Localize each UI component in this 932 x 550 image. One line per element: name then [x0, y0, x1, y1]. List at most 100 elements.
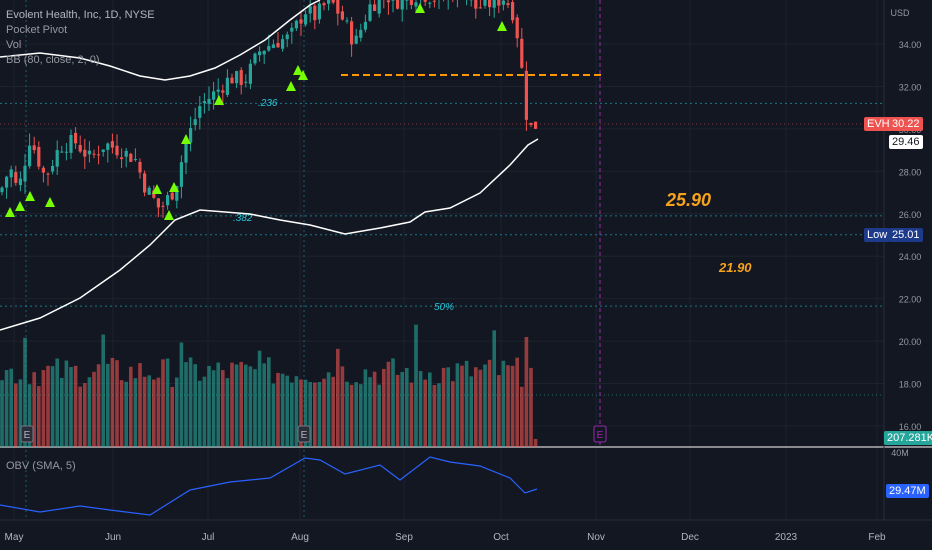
x-axis-tick-label: Aug [291, 532, 309, 543]
volume-bar [336, 348, 340, 447]
candle-body [147, 187, 151, 195]
candle-body [308, 6, 312, 14]
volume-bar [294, 376, 299, 447]
volume-bar [211, 370, 216, 447]
obv-legend: OBV (SMA, 5) [6, 460, 76, 472]
candle-body [69, 135, 73, 153]
candle-body [317, 3, 321, 20]
volume-bar [129, 366, 133, 447]
candle-body [179, 162, 183, 187]
candle-body [474, 0, 478, 9]
candle-body [225, 77, 229, 95]
volume-bar [179, 342, 184, 447]
y-axis-tick-label: 28.00 [899, 167, 922, 177]
pocket-pivot-marker [298, 70, 308, 80]
candle-body [423, 0, 427, 2]
volume-bar [533, 439, 538, 447]
candle-body [106, 143, 110, 150]
candle-body [170, 192, 174, 200]
volume-bar [363, 369, 368, 447]
volume-bar [483, 364, 487, 447]
target-2-label: 21.90 [719, 260, 752, 275]
volume-bar [460, 365, 464, 447]
candle-body [184, 142, 188, 163]
candle-body [110, 141, 114, 148]
volume-bar [464, 360, 469, 447]
earnings-marker-label: E [301, 430, 308, 441]
candle-body [46, 173, 50, 175]
x-axis-tick-label: Jun [105, 532, 121, 543]
pocket-pivot-marker [5, 207, 15, 217]
x-axis-tick-label: Sep [395, 532, 413, 543]
candle-body [230, 77, 234, 84]
volume-label: Vol [6, 39, 22, 51]
candle-body [267, 46, 271, 51]
candle-body [55, 150, 59, 167]
candle-body [354, 35, 358, 44]
earnings-marker [297, 425, 311, 443]
y-axis-tick-label: 20.00 [899, 337, 922, 347]
pocket-pivot-marker [15, 201, 25, 211]
volume-bar [487, 359, 492, 447]
volume-bar [469, 376, 473, 447]
volume-bar [400, 371, 404, 447]
volume-bar [184, 362, 188, 447]
earnings-marker [20, 425, 34, 443]
volume-bar [50, 366, 55, 447]
x-axis-tick-label: Dec [681, 532, 699, 543]
upcoming-earnings-label: E [597, 430, 604, 441]
pocket-pivot-marker [181, 134, 191, 144]
volume-bar [340, 366, 345, 447]
candle-body [101, 149, 105, 153]
chart-legend: Evolent Health, Inc, 1D, NYSE Pocket Piv… [6, 8, 155, 68]
candle-body [156, 198, 160, 208]
pocket-pivot-marker [214, 95, 224, 105]
volume-bar [331, 376, 335, 447]
x-axis-tick-label: Nov [587, 532, 605, 543]
earnings-marker-label: E [24, 430, 31, 441]
candle-body [5, 176, 9, 188]
pocket-pivot-marker [164, 210, 174, 220]
volume-tag: 207.281K [884, 431, 932, 445]
candle-body [78, 145, 82, 152]
volume-bar [78, 386, 82, 447]
candle-body [299, 19, 303, 24]
candle-body [23, 165, 27, 182]
volume-bar [391, 358, 395, 447]
volume-bar [92, 371, 96, 447]
candle-body [386, 0, 390, 3]
candle-body [193, 119, 197, 126]
volume-bar [202, 376, 207, 447]
volume-bar [267, 357, 271, 447]
candle-body [74, 132, 78, 144]
volume-bar [299, 379, 303, 447]
volume-bar [9, 368, 13, 447]
candle-body [336, 0, 340, 14]
volume-bar [60, 377, 64, 447]
candle-body [492, 0, 496, 8]
candle-body [18, 178, 22, 186]
low-value-tag: 25.01 [889, 228, 923, 242]
fib-236-label: .236 [258, 98, 278, 109]
volume-bar [106, 363, 110, 447]
volume-bar [262, 363, 266, 447]
fib-382-label: .382 [233, 213, 253, 224]
volume-bar [372, 371, 377, 447]
x-axis-tick-label: 2023 [775, 532, 798, 543]
volume-bar [83, 383, 87, 447]
candle-body [115, 145, 119, 156]
volume-bar [4, 370, 9, 447]
volume-bar [432, 385, 437, 447]
pocket-pivot-marker [152, 184, 162, 194]
candle-body [520, 38, 524, 68]
candle-body [281, 39, 285, 49]
volume-bar [46, 365, 50, 447]
volume-bar [87, 377, 92, 447]
obv-tag: 29.47M [886, 484, 929, 498]
upcoming-earnings-marker [593, 425, 607, 443]
prev-price-tag: 29.46 [889, 135, 923, 149]
pocket-pivot-marker [25, 191, 35, 201]
volume-bar [377, 384, 381, 447]
volume-bar [165, 358, 170, 447]
